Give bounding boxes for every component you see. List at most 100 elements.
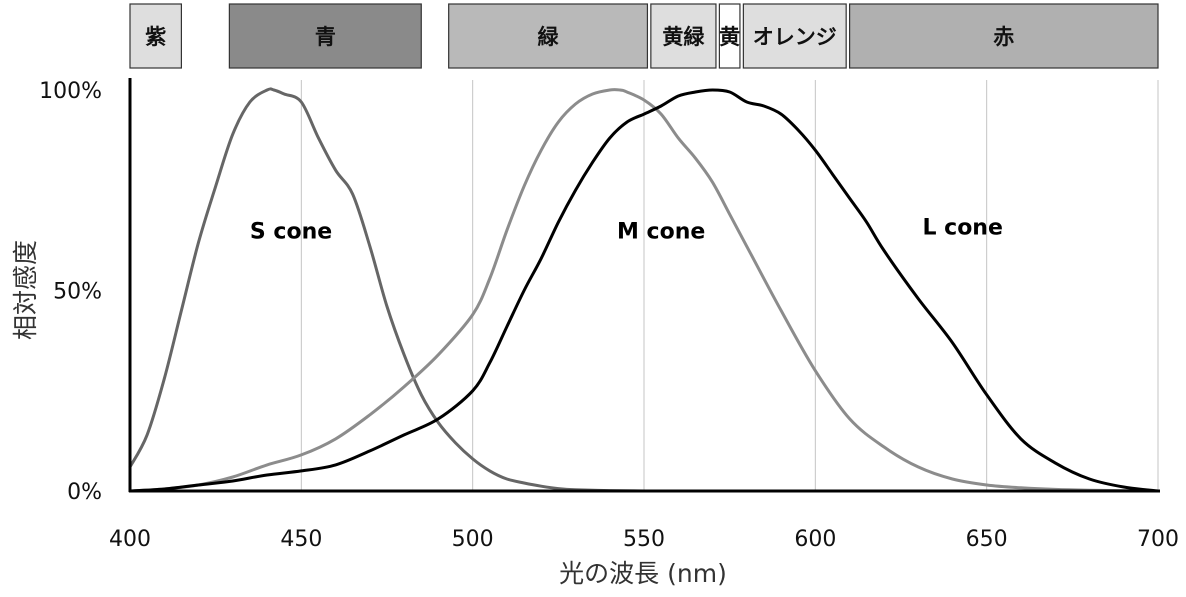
data-point-l-cone-5 [300,470,302,472]
data-point-m-cone-15 [557,121,559,123]
data-point-s-cone-17 [403,353,405,355]
color-band-label-1: 青 [315,25,336,49]
data-point-s-cone-2 [163,378,165,380]
data-point-l-cone-38 [1020,438,1022,440]
data-point-m-cone-19 [619,89,621,91]
data-point-m-cone-12 [506,229,508,231]
data-point-l-cone-23 [694,91,696,93]
data-point-m-cone-24 [694,157,696,159]
gridlines [300,80,1159,491]
data-point-l-cone-29 [797,129,799,131]
data-point-s-cone-5 [214,185,216,187]
data-point-l-cone-4 [266,474,268,476]
data-point-m-cone-3 [232,476,234,478]
data-point-l-cone-8 [403,434,405,436]
data-point-l-cone-14 [540,257,542,259]
color-band-label-3: 黄緑 [662,25,705,49]
series-label-m-cone: M cone [617,219,705,244]
data-point-s-cone-21 [471,458,473,460]
data-point-m-cone-26 [728,213,730,215]
data-point-s-cone-19 [437,422,439,424]
x-tick-label-450: 450 [280,527,322,552]
series-labels: S cone M cone L cone [250,215,1003,244]
data-point-m-cone-14 [540,149,542,151]
data-point-s-cone-9 [273,89,275,91]
axes [128,78,1160,493]
data-point-l-cone-10 [471,390,473,392]
x-tick-label-500: 500 [452,527,494,552]
data-point-s-cone-22 [489,470,491,472]
y-tick-label-50: 50% [53,280,102,305]
data-point-l-cone-18 [609,137,611,139]
data-point-m-cone-4 [266,464,268,466]
data-point-l-cone-24 [711,89,713,91]
color-band-label-0: 紫 [145,25,166,49]
data-point-l-cone-13 [523,289,525,291]
data-point-m-cone-34 [985,484,987,486]
x-tick-label-550: 550 [623,527,665,552]
data-point-l-cone-22 [677,95,679,97]
data-point-m-cone-31 [883,446,885,448]
x-tick-label-700: 700 [1137,527,1179,552]
y-axis-title: 相対感度 [11,240,40,340]
color-band-label-5: オレンジ [753,25,837,49]
data-point-m-cone-29 [814,370,816,372]
data-point-l-cone-25 [728,91,730,93]
data-point-m-cone-25 [711,181,713,183]
data-point-l-cone-7 [369,450,371,452]
color-band-6 [848,3,1159,69]
data-point-m-cone-33 [951,478,953,480]
data-point-l-cone-33 [866,221,868,223]
data-point-m-cone-6 [334,438,336,440]
data-point-s-cone-7 [249,101,251,103]
data-point-s-cone-6 [232,133,234,135]
data-point-s-cone-26 [557,487,559,489]
data-point-s-cone-14 [352,193,354,195]
data-point-s-cone-4 [197,241,199,243]
data-point-s-cone-1 [146,434,148,436]
x-axis-title: 光の波長 (nm) [559,559,727,588]
data-point-m-cone-30 [848,418,850,420]
data-point-l-cone-27 [763,105,765,107]
data-point-l-cone-2 [197,484,199,486]
data-point-m-cone-9 [437,353,439,355]
color-band-label-6: 赤 [993,25,1014,49]
x-tick-label-650: 650 [966,527,1008,552]
data-point-l-cone-39 [1054,462,1056,464]
data-point-l-cone-6 [334,464,336,466]
data-point-m-cone-17 [591,93,593,95]
data-point-l-cone-17 [591,161,593,163]
color-band-2 [448,3,649,69]
color-band-label-4: 黄 [719,25,740,49]
data-point-l-cone-31 [831,173,833,175]
data-point-m-cone-18 [609,89,611,91]
data-point-m-cone-21 [643,99,645,101]
data-point-m-cone-20 [626,91,628,93]
data-point-s-cone-13 [334,169,336,171]
data-point-s-cone-11 [300,101,302,103]
data-point-l-cone-15 [557,221,559,223]
color-band-label-2: 緑 [538,25,560,49]
data-point-m-cone-13 [523,185,525,187]
data-point-m-cone-28 [780,309,782,311]
color-band-strip: 紫 青 緑 黄緑黄オレンジ 赤 [129,3,1159,69]
data-point-l-cone-9 [437,418,439,420]
data-point-s-cone-18 [420,394,422,396]
data-point-l-cone-34 [883,249,885,251]
data-point-l-cone-19 [626,121,628,123]
data-point-m-cone-22 [660,113,662,115]
data-point-l-cone-35 [917,297,919,299]
data-point-l-cone-3 [232,480,234,482]
data-point-m-cone-5 [300,454,302,456]
data-point-l-cone-40 [1088,478,1090,480]
x-tick-label-400: 400 [109,527,151,552]
data-point-s-cone-8 [266,89,268,91]
data-point-l-cone-37 [985,394,987,396]
color-band-5 [742,3,847,69]
data-point-m-cone-11 [489,277,491,279]
data-point-l-cone-32 [848,197,850,199]
data-point-l-cone-36 [951,341,953,343]
data-point-l-cone-16 [574,189,576,191]
tick-labels: 400 450 500 550 600 650 700 0% 50% 100% [39,79,1179,552]
